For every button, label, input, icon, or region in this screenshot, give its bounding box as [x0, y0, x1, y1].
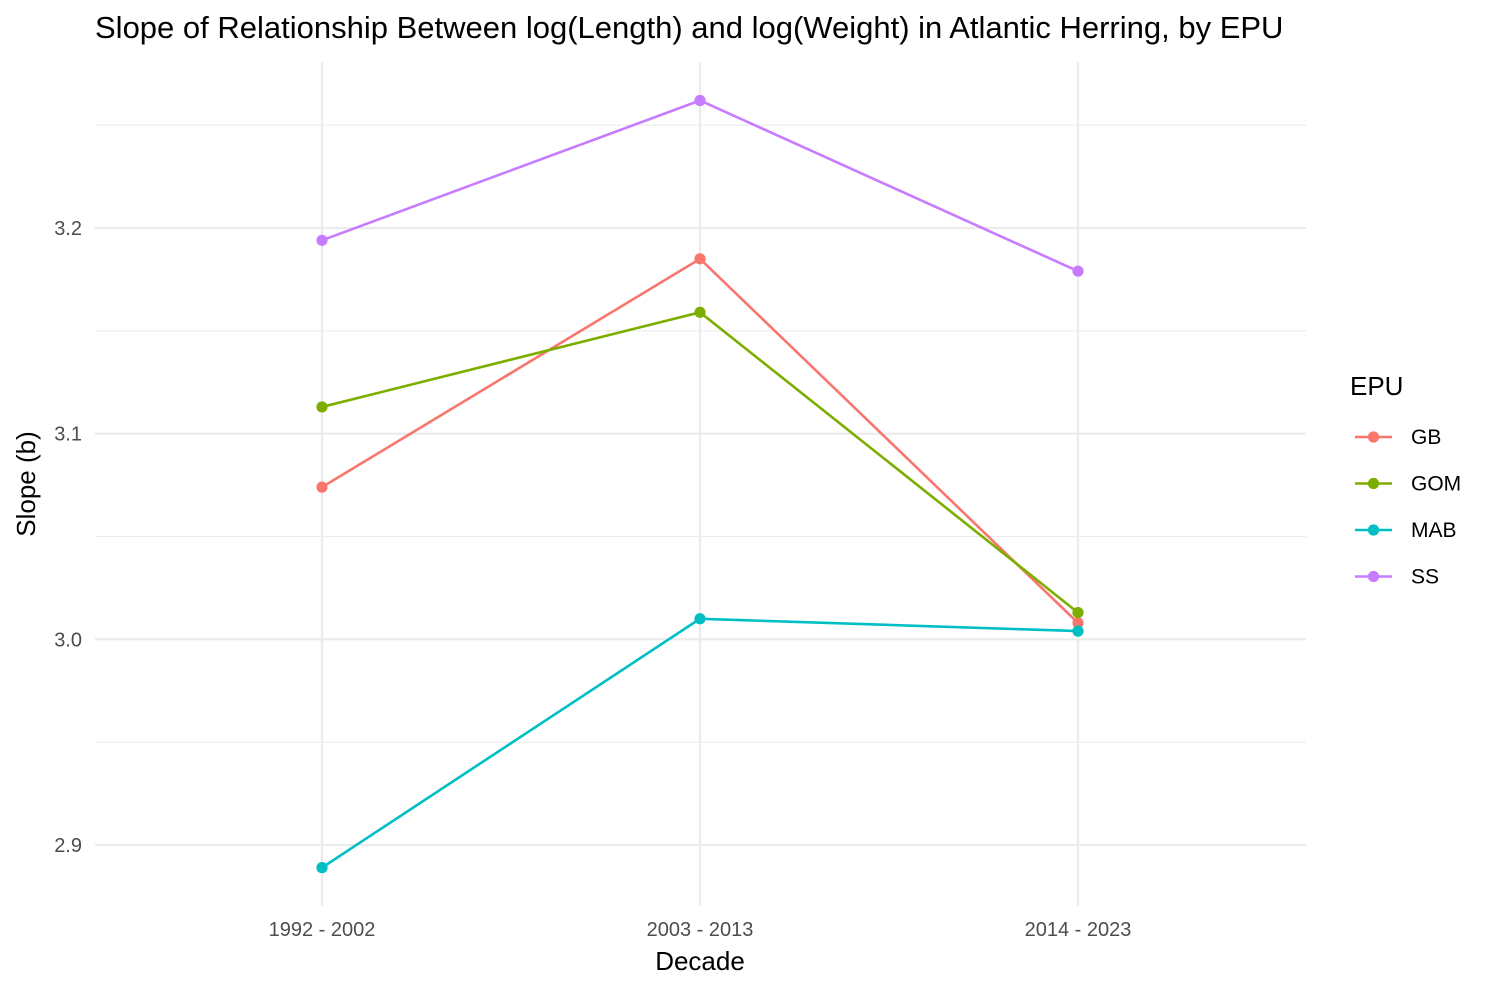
data-point-gom	[694, 306, 706, 318]
legend-key-point	[1367, 570, 1380, 583]
data-point-mab	[1072, 625, 1084, 637]
chart-title: Slope of Relationship Between log(Length…	[95, 10, 1283, 45]
data-point-gb	[694, 253, 706, 265]
data-point-ss	[316, 234, 328, 246]
data-point-gom	[1072, 606, 1084, 619]
legend-item-gom: GOM	[1355, 473, 1461, 496]
data-point-gb	[1072, 617, 1084, 629]
legend-item-gb: GB	[1355, 426, 1441, 449]
legend-label: GOM	[1411, 473, 1461, 496]
y-tick-label: 2.9	[54, 835, 82, 857]
legend-key-point	[1367, 431, 1380, 443]
x-tick-label: 2003 - 2013	[647, 919, 754, 941]
y-axis-title: Slope (b)	[11, 431, 41, 537]
y-tick-label: 3.0	[54, 629, 82, 651]
legend-items: GB GOM MAB SS	[1355, 426, 1461, 589]
legend-item-ss: SS	[1355, 566, 1439, 589]
series-lines	[316, 94, 1084, 874]
legend-key-point	[1367, 524, 1380, 536]
series-gb	[316, 253, 1084, 629]
x-axis-ticks: 1992 - 2002 2003 - 2013 2014 - 2023	[269, 919, 1132, 941]
data-point-mab	[694, 613, 706, 625]
x-tick-label: 1992 - 2002	[269, 919, 376, 941]
legend-label: MAB	[1411, 519, 1457, 542]
y-tick-label: 3.1	[54, 424, 82, 446]
series-mab	[316, 613, 1084, 874]
data-point-ss	[1072, 265, 1084, 277]
y-axis-ticks: 2.9 3.0 3.1 3.2	[54, 218, 82, 857]
legend-key-point	[1367, 477, 1380, 490]
legend-title: EPU	[1350, 371, 1403, 401]
series-gom	[316, 306, 1084, 619]
x-tick-label: 2014 - 2023	[1025, 919, 1132, 941]
data-point-mab	[316, 862, 328, 874]
grid	[95, 62, 1306, 906]
x-axis-title: Decade	[655, 946, 745, 976]
legend-label: SS	[1411, 566, 1439, 589]
legend-item-mab: MAB	[1355, 519, 1457, 542]
data-point-gb	[316, 481, 328, 493]
legend: EPU GB GOM MAB SS	[1350, 371, 1461, 589]
series-ss	[316, 94, 1084, 277]
data-point-ss	[694, 94, 706, 107]
data-point-gom	[316, 401, 328, 413]
y-tick-label: 3.2	[54, 218, 82, 240]
legend-label: GB	[1411, 426, 1441, 449]
